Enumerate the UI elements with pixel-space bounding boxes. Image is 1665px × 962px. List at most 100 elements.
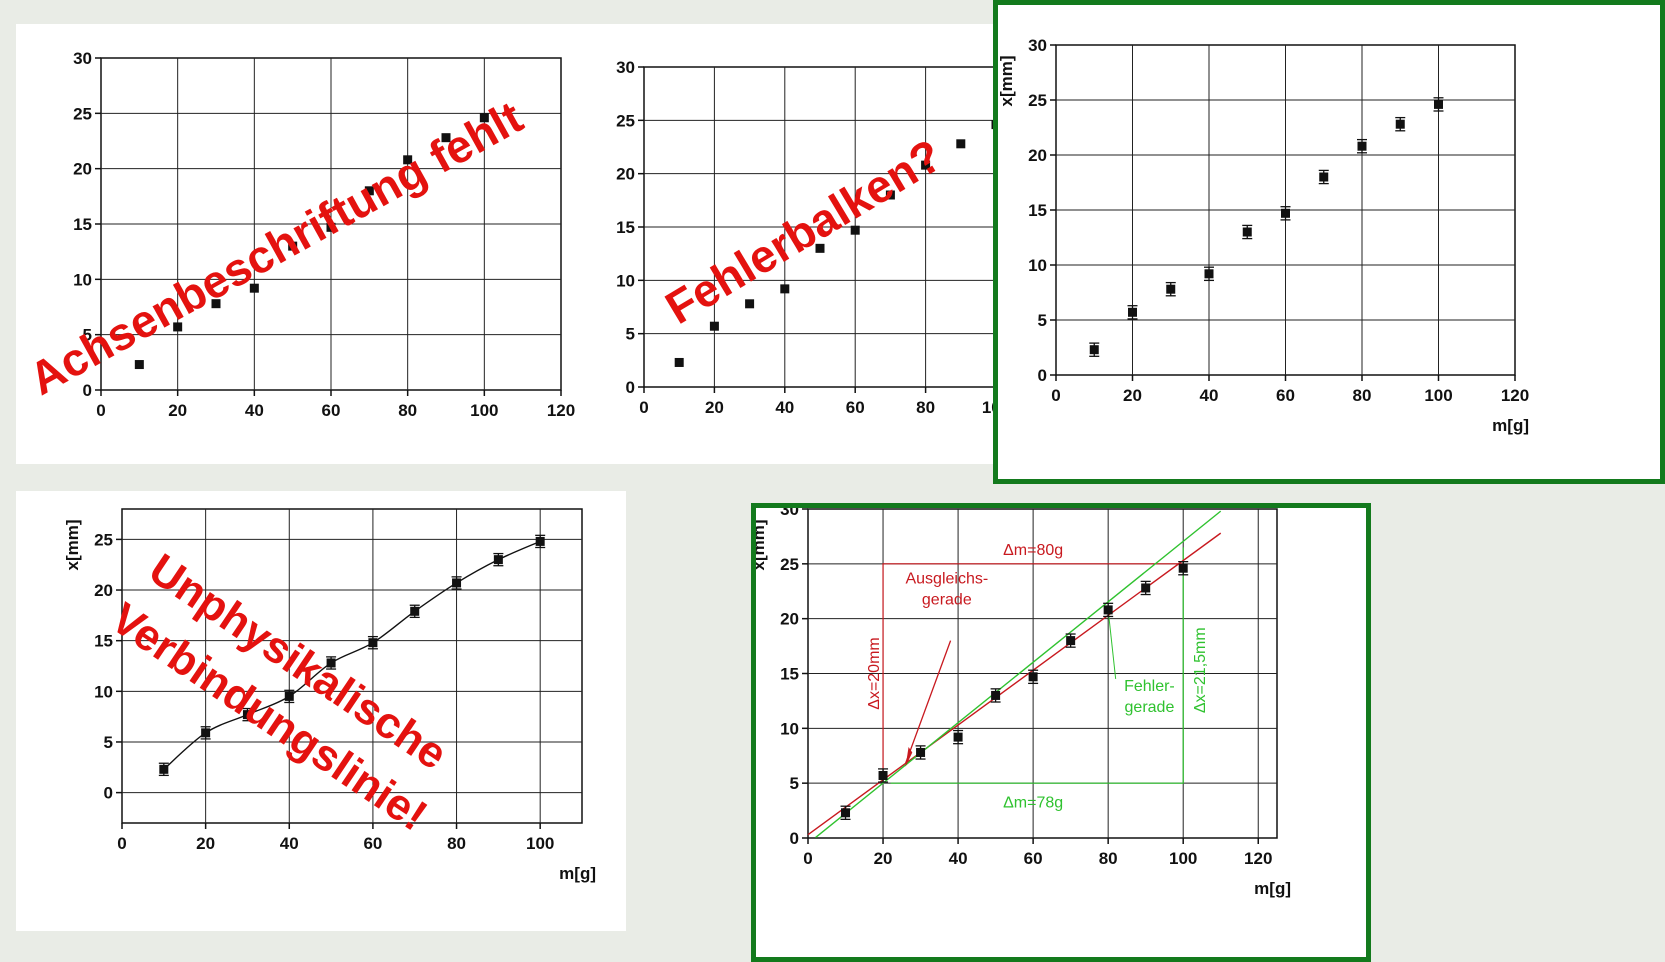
fit-line xyxy=(807,532,1222,836)
data-point xyxy=(242,710,252,720)
x-tick-label: 60 xyxy=(846,398,865,417)
data-point xyxy=(1178,563,1188,573)
data-point xyxy=(1066,636,1076,646)
y-tick-label: 25 xyxy=(1028,91,1047,110)
y-axis-label: x[mm] xyxy=(756,519,768,570)
x-tick-label: 120 xyxy=(547,401,575,420)
annotation-delta-m-red: Δm=80g xyxy=(1003,542,1063,559)
x-tick-label: 0 xyxy=(96,401,105,420)
y-tick-label: 15 xyxy=(780,665,799,684)
data-point xyxy=(841,808,851,818)
y-tick-label: 10 xyxy=(94,682,113,701)
chart-panel-connecting-line: 0 20 40 60 80 100 0 5 10 15 20 25 x[mm] m[g] Unphysik… xyxy=(16,491,626,931)
y-tick-label: 5 xyxy=(104,733,113,752)
x-tick-label: 120 xyxy=(1244,849,1272,868)
x-axis-label: m[g] xyxy=(559,864,596,883)
y-tick-label: 25 xyxy=(73,104,92,123)
x-axis-label: m[g] xyxy=(1492,416,1529,435)
y-tick-label: 0 xyxy=(1038,366,1047,385)
annotation-fit-label: gerade xyxy=(922,591,972,608)
y-tick-label: 20 xyxy=(616,165,635,184)
x-tick-label: 60 xyxy=(1276,386,1295,405)
data-point xyxy=(1089,345,1099,355)
x-tick-label: 40 xyxy=(1200,386,1219,405)
x-tick-label: 80 xyxy=(447,834,466,853)
annotation-error-line-label: Fehler- xyxy=(1124,678,1175,695)
slope-triangle-red xyxy=(882,563,1184,784)
chart-panel-missing-labels: 0 20 40 60 80 100 120 0 5 10 15 20 25 30 Achsenbeschr… xyxy=(16,24,626,464)
y-tick-label: 0 xyxy=(104,784,113,803)
scatter-chart-no-error-bars: 020406080100051015202530x[mm] xyxy=(616,58,996,417)
x-axis-label: m[g] xyxy=(1254,879,1291,898)
x-tick-label: 100 xyxy=(526,834,554,853)
data-point xyxy=(403,155,413,165)
y-tick-label: 25 xyxy=(94,530,113,549)
line-chart-unphysical: 0 20 40 60 80 100 0 5 10 15 20 25 x[mm] m[g] xyxy=(63,508,596,883)
data-point xyxy=(452,578,462,588)
y-axis-label: x[mm] xyxy=(998,55,1016,106)
data-point xyxy=(441,133,451,143)
data-point xyxy=(134,360,144,370)
x-tick-label: 60 xyxy=(1024,849,1043,868)
data-point xyxy=(1242,227,1252,237)
y-tick-label: 0 xyxy=(626,378,635,397)
x-tick-label: 100 xyxy=(1424,386,1452,405)
data-point xyxy=(709,321,719,331)
annotation-delta-x-green: Δx=21,5mm xyxy=(1192,627,1209,713)
y-tick-label: 20 xyxy=(94,581,113,600)
scatter-chart-with-fit: 0 20 40 60 80 100 120 0 5 10 15 20 25 30 x[mm] m[g] Δm=8… xyxy=(756,508,1291,898)
x-tick-label: 0 xyxy=(1051,386,1060,405)
x-tick-label: 40 xyxy=(280,834,299,853)
data-point xyxy=(326,658,336,668)
data-point xyxy=(1103,605,1113,615)
y-tick-label: 15 xyxy=(616,218,635,237)
data-point xyxy=(201,728,211,738)
data-point xyxy=(921,160,931,170)
x-tick-label: 20 xyxy=(1123,386,1142,405)
y-tick-label: 5 xyxy=(1038,311,1047,330)
x-tick-label: 40 xyxy=(245,401,264,420)
data-point xyxy=(535,536,545,546)
data-point xyxy=(284,691,294,701)
chart-panel-fit-lines: 0 20 40 60 80 100 120 0 5 10 15 20 25 30 x[mm] m[g] Δm=8… xyxy=(751,503,1371,962)
scatter-chart-no-axis-labels: 0 20 40 60 80 100 120 0 5 10 15 20 25 30 xyxy=(73,49,575,420)
data-point xyxy=(674,357,684,367)
x-tick-label: 20 xyxy=(874,849,893,868)
y-tick-label: 20 xyxy=(1028,146,1047,165)
x-tick-label: 0 xyxy=(639,398,648,417)
data-point xyxy=(211,299,221,309)
y-tick-label: 30 xyxy=(1028,36,1047,55)
x-tick-label: 60 xyxy=(322,401,341,420)
annotation-delta-x-red: Δx=20mm xyxy=(866,637,883,709)
annotation-delta-m-green: Δm=78g xyxy=(1003,794,1063,811)
y-tick-label: 15 xyxy=(94,632,113,651)
data-point xyxy=(1128,307,1137,317)
y-tick-label: 25 xyxy=(780,555,799,574)
data-point xyxy=(288,241,298,251)
data-point xyxy=(953,732,963,742)
data-point xyxy=(326,222,336,232)
annotation-error-line-label: gerade xyxy=(1125,699,1175,716)
y-tick-label: 15 xyxy=(73,215,92,234)
data-point xyxy=(1434,99,1443,109)
data-point xyxy=(1357,141,1367,151)
data-point xyxy=(1281,208,1290,218)
x-tick-label: 80 xyxy=(1353,386,1372,405)
arrow-shaft xyxy=(904,640,952,764)
y-tick-label: 0 xyxy=(83,381,92,400)
data-point xyxy=(850,225,860,235)
y-tick-label: 30 xyxy=(616,58,635,77)
y-tick-label: 5 xyxy=(790,774,799,793)
y-tick-label: 5 xyxy=(626,325,635,344)
slope-helper-green xyxy=(1107,609,1117,680)
x-tick-label: 120 xyxy=(1501,386,1529,405)
x-tick-label: 20 xyxy=(705,398,724,417)
scatter-chart-correct: 0 20 40 60 80 100 120 0 5 10 15 20 25 30 x[mm] m[g] xyxy=(998,36,1529,435)
data-point xyxy=(249,283,259,293)
y-tick-label: 30 xyxy=(73,49,92,68)
connecting-line xyxy=(163,540,541,770)
x-tick-label: 40 xyxy=(949,849,968,868)
data-point xyxy=(885,190,895,200)
data-point xyxy=(1166,284,1176,294)
slope-triangle-green xyxy=(890,547,1184,784)
